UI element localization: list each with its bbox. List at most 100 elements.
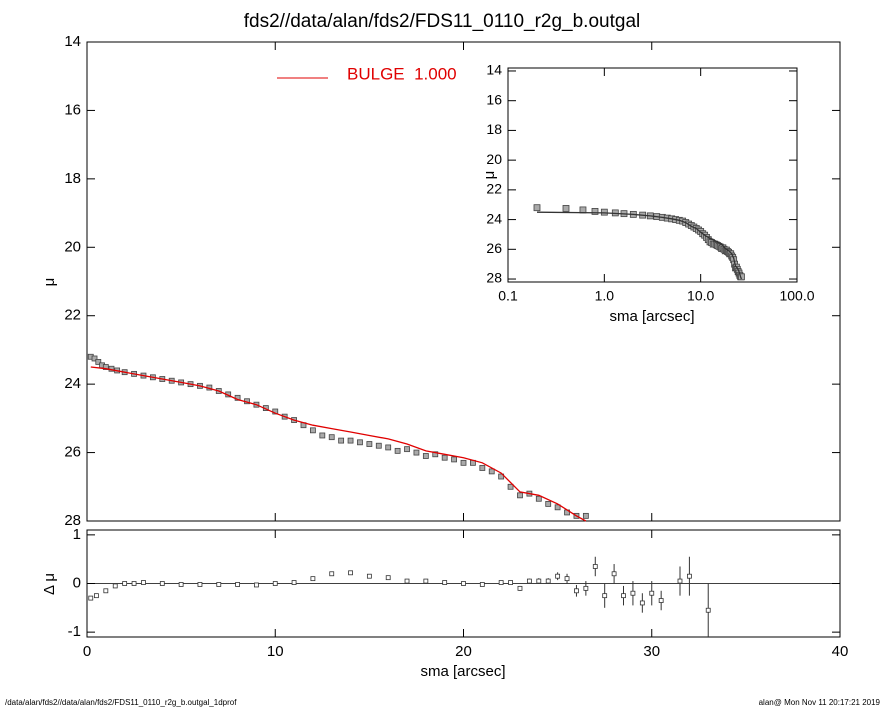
residual-point bbox=[592, 564, 598, 569]
data-point bbox=[488, 468, 495, 475]
data-point bbox=[366, 441, 373, 447]
data-point bbox=[357, 439, 363, 446]
residual-point bbox=[687, 573, 692, 579]
residual-point bbox=[479, 582, 485, 587]
data-point bbox=[533, 204, 541, 212]
y-tick-label: 22 bbox=[486, 181, 502, 197]
data-point bbox=[347, 437, 354, 444]
data-point bbox=[507, 483, 514, 490]
data-point bbox=[582, 512, 589, 519]
data-point bbox=[95, 359, 102, 365]
residual-point bbox=[159, 581, 165, 586]
data-point bbox=[441, 454, 448, 461]
x-tick-label: 1.0 bbox=[595, 288, 615, 304]
model-line bbox=[90, 366, 587, 522]
residual-point bbox=[630, 590, 636, 596]
x-tick-label: 40 bbox=[832, 643, 849, 660]
residual-point bbox=[574, 588, 579, 594]
residual-point bbox=[498, 580, 504, 585]
data-point bbox=[738, 273, 745, 281]
residual-point bbox=[621, 593, 626, 599]
residual-point bbox=[178, 582, 184, 587]
data-point bbox=[338, 437, 345, 444]
y-tick-label: 18 bbox=[64, 170, 81, 187]
data-point bbox=[554, 504, 561, 511]
y-tick-label: 18 bbox=[486, 121, 502, 137]
y-tick-label: 26 bbox=[486, 240, 502, 256]
footer-path: /data/alan/fds2//data/alan/fds2/FDS11_01… bbox=[5, 698, 237, 707]
residual-point bbox=[442, 580, 448, 585]
residual-point bbox=[545, 578, 551, 584]
residual-point bbox=[517, 585, 523, 591]
x-axis-label: sma [arcsec] bbox=[420, 663, 505, 680]
residual-point bbox=[310, 576, 316, 582]
residual-point bbox=[122, 581, 128, 586]
data-point bbox=[385, 444, 392, 451]
x-tick-label: 20 bbox=[455, 643, 472, 660]
x-tick-label: 100.0 bbox=[779, 288, 814, 304]
data-point bbox=[375, 442, 382, 449]
data-point bbox=[479, 465, 486, 471]
data-point bbox=[394, 447, 401, 454]
data-point bbox=[562, 205, 570, 212]
residual-point bbox=[611, 571, 617, 577]
footer-stamp: alan@ Mon Nov 11 20:17:21 2019 bbox=[759, 698, 881, 707]
data-point bbox=[498, 473, 505, 480]
data-point bbox=[535, 495, 542, 502]
y-tick-label: 1 bbox=[73, 526, 81, 543]
y-tick-label: 28 bbox=[64, 512, 81, 529]
residual-point bbox=[404, 578, 410, 584]
residual-point bbox=[348, 570, 353, 576]
residual-point bbox=[508, 580, 513, 585]
residual-point bbox=[602, 593, 608, 599]
data-point bbox=[413, 449, 420, 456]
data-point bbox=[102, 364, 109, 370]
x-tick-label: 10 bbox=[267, 643, 284, 660]
residual-point bbox=[705, 607, 711, 613]
residual-point bbox=[197, 582, 203, 587]
data-point bbox=[451, 456, 457, 463]
residual-point bbox=[216, 582, 222, 587]
residual-point bbox=[677, 578, 683, 584]
residual-point bbox=[329, 571, 335, 577]
residual-point bbox=[639, 600, 645, 606]
y-axis-label: μ bbox=[481, 171, 498, 180]
residual-point bbox=[235, 582, 241, 587]
residual-point bbox=[254, 582, 259, 588]
y-tick-label: 28 bbox=[486, 270, 502, 286]
residual-point bbox=[461, 581, 466, 586]
y-tick-label: 26 bbox=[64, 444, 81, 461]
data-point bbox=[591, 208, 599, 215]
y-tick-label: -1 bbox=[68, 623, 81, 640]
y-axis-label: μ bbox=[41, 278, 58, 287]
residual-point bbox=[103, 588, 109, 594]
residual-point bbox=[366, 573, 372, 579]
y-axis-label: Δ μ bbox=[41, 573, 58, 595]
y-tick-label: 24 bbox=[64, 375, 81, 392]
data-point bbox=[545, 500, 552, 507]
data-point bbox=[309, 427, 316, 434]
residual-point bbox=[526, 578, 532, 584]
data-point bbox=[600, 208, 608, 216]
legend-label: BULGE 1.000 bbox=[347, 64, 457, 83]
x-tick-label: 10.0 bbox=[687, 288, 714, 304]
residual-point bbox=[658, 598, 664, 603]
residual-point bbox=[272, 581, 278, 586]
y-tick-label: 24 bbox=[486, 210, 502, 226]
y-tick-label: 0 bbox=[73, 574, 81, 591]
y-tick-label: 16 bbox=[64, 101, 81, 118]
x-axis-label: sma [arcsec] bbox=[609, 308, 694, 325]
x-tick-label: 0.1 bbox=[498, 288, 518, 304]
residual-point bbox=[88, 595, 94, 601]
chart-title: fds2//data/alan/fds2/FDS11_0110_r2g_b.ou… bbox=[244, 11, 640, 32]
residual-point bbox=[131, 581, 137, 586]
data-point bbox=[319, 432, 326, 439]
y-tick-label: 20 bbox=[64, 238, 81, 255]
y-tick-label: 14 bbox=[486, 62, 502, 78]
residual-point bbox=[555, 573, 561, 579]
residual-point bbox=[112, 583, 118, 589]
data-point bbox=[517, 492, 523, 499]
y-tick-label: 14 bbox=[64, 33, 81, 50]
residual-point bbox=[649, 590, 655, 596]
